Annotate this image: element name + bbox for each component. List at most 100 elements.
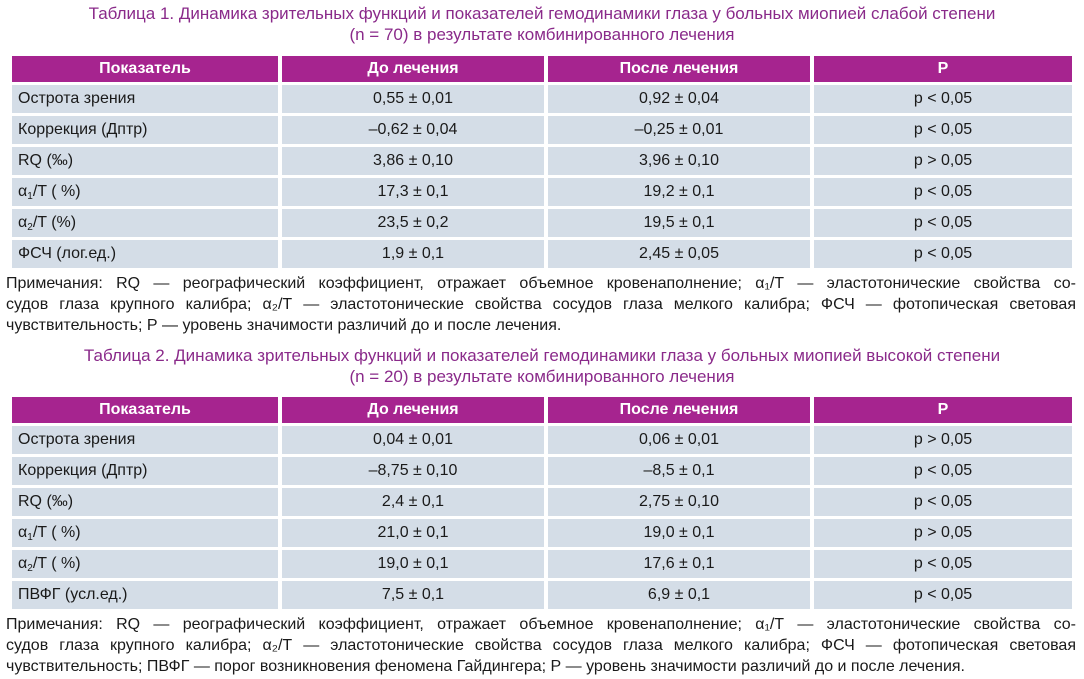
indicator-label: α	[18, 183, 28, 200]
table1-note-line3: чувствительность; Р — уровень значимости…	[6, 317, 562, 334]
table1-body: Острота зрения 0,55 ± 0,01 0,92 ± 0,04 p < …	[12, 85, 1072, 268]
indicator-label-suffix: /T ( %)	[32, 524, 81, 541]
indicator-label: α	[18, 214, 28, 231]
indicator-cell: α 1/T ( %)	[12, 519, 278, 547]
table-row: α 1/T ( %) 17,3 ± 0,1 19,2 ± 0,1 p < 0,05	[12, 178, 1072, 206]
indicator-cell: ПВФГ (усл.ед.)	[12, 581, 278, 609]
indicator-subscript: 1	[27, 190, 33, 202]
table-row: ФСЧ (лог.ед.) 1,9 ± 0,1 2,45 ± 0,05 p < 0,0…	[12, 240, 1072, 268]
p-value: p > 0,05	[814, 426, 1072, 454]
indicator-cell: RQ (‰)	[12, 147, 278, 175]
table1-header-p: P	[814, 56, 1072, 82]
indicator-label-suffix: /T (%)	[32, 214, 77, 231]
before-treatment-value: 0,55 ± 0,01	[282, 85, 544, 113]
before-treatment-value: 19,0 ± 0,1	[282, 550, 544, 578]
indicator-label: α	[18, 555, 28, 572]
indicator-cell: Острота зрения	[12, 85, 278, 113]
indicator-label: Острота зрения	[18, 431, 136, 448]
table1-notes: Примечания: RQ — реографический коэффици…	[6, 273, 1076, 336]
before-treatment-value: 23,5 ± 0,2	[282, 209, 544, 237]
p-value: p < 0,05	[814, 550, 1072, 578]
indicator-label: RQ (‰)	[18, 493, 74, 510]
table2-caption-line2: (n = 20) в результате комбинированного л…	[349, 367, 735, 386]
indicator-label: ФСЧ (лог.ед.)	[18, 245, 117, 262]
after-treatment-value: 2,45 ± 0,05	[548, 240, 810, 268]
table-row: α 2/T ( %) 19,0 ± 0,1 17,6 ± 0,1 p < 0,05	[12, 550, 1072, 578]
p-value: p < 0,05	[814, 488, 1072, 516]
table2-header-indicator: Показатель	[12, 397, 278, 423]
p-value: p < 0,05	[814, 85, 1072, 113]
after-treatment-value: 19,0 ± 0,1	[548, 519, 810, 547]
table-row: Коррекция (Дптр) –0,62 ± 0,04 –0,25 ± 0,01…	[12, 116, 1072, 144]
indicator-label: Коррекция (Дптр)	[18, 462, 148, 479]
table2-body: Острота зрения 0,04 ± 0,01 0,06 ± 0,01 p > …	[12, 426, 1072, 609]
before-treatment-value: 0,04 ± 0,01	[282, 426, 544, 454]
indicator-label-suffix: /T ( %)	[32, 555, 81, 572]
before-treatment-value: 17,3 ± 0,1	[282, 178, 544, 206]
p-value: p < 0,05	[814, 178, 1072, 206]
p-value: p < 0,05	[814, 209, 1072, 237]
before-treatment-value: –8,75 ± 0,10	[282, 457, 544, 485]
table2-header-row: Показатель До лечения После лечения P	[12, 397, 1072, 423]
p-value: p < 0,05	[814, 581, 1072, 609]
after-treatment-value: 19,2 ± 0,1	[548, 178, 810, 206]
indicator-label: ПВФГ (усл.ед.)	[18, 586, 128, 603]
table2-header-after: После лечения	[548, 397, 810, 423]
table-row: RQ (‰) 3,86 ± 0,10 3,96 ± 0,10 p > 0,05	[12, 147, 1072, 175]
table1-header-row: Показатель До лечения После лечения P	[12, 56, 1072, 82]
table-row: ПВФГ (усл.ед.) 7,5 ± 0,1 6,9 ± 0,1 p < 0,05	[12, 581, 1072, 609]
table-row: Коррекция (Дптр) –8,75 ± 0,10 –8,5 ± 0,1 p …	[12, 457, 1072, 485]
indicator-cell: ФСЧ (лог.ед.)	[12, 240, 278, 268]
indicator-label: RQ (‰)	[18, 152, 74, 169]
p-value: p < 0,05	[814, 116, 1072, 144]
indicator-cell: RQ (‰)	[12, 488, 278, 516]
table-row: α 2/T (%) 23,5 ± 0,2 19,5 ± 0,1 p < 0,05	[12, 209, 1072, 237]
table1-note-line2: судов глаза крупного калибра; α₂/Т — эла…	[6, 296, 1076, 313]
indicator-subscript: 1	[27, 531, 33, 543]
table1-note-line1: Примечания: RQ — реографический коэффици…	[6, 275, 1076, 292]
after-treatment-value: 0,06 ± 0,01	[548, 426, 810, 454]
table2-caption: Таблица 2. Динамика зрительных функций и…	[6, 345, 1078, 387]
indicator-cell: Острота зрения	[12, 426, 278, 454]
before-treatment-value: 1,9 ± 0,1	[282, 240, 544, 268]
before-treatment-value: –0,62 ± 0,04	[282, 116, 544, 144]
indicator-label: Коррекция (Дптр)	[18, 121, 148, 138]
indicator-subscript: 2	[27, 221, 33, 233]
table-row: Острота зрения 0,55 ± 0,01 0,92 ± 0,04 p < …	[12, 85, 1072, 113]
table2-caption-line1: Таблица 2. Динамика зрительных функций и…	[83, 346, 1001, 365]
after-treatment-value: 3,96 ± 0,10	[548, 147, 810, 175]
indicator-label: α	[18, 524, 28, 541]
p-value: p < 0,05	[814, 457, 1072, 485]
table1-header-after: После лечения	[548, 56, 810, 82]
table1-header-before: До лечения	[282, 56, 544, 82]
table2: Показатель До лечения После лечения P Ос…	[12, 397, 1072, 612]
table1-header-indicator: Показатель	[12, 56, 278, 82]
table1-caption: Таблица 1. Динамика зрительных функций и…	[6, 3, 1078, 45]
table2-header-before: До лечения	[282, 397, 544, 423]
after-treatment-value: 0,92 ± 0,04	[548, 85, 810, 113]
table1-caption-line1: Таблица 1. Динамика зрительных функций и…	[88, 4, 996, 23]
before-treatment-value: 3,86 ± 0,10	[282, 147, 544, 175]
indicator-cell: Коррекция (Дптр)	[12, 457, 278, 485]
table-row: Острота зрения 0,04 ± 0,01 0,06 ± 0,01 p > …	[12, 426, 1072, 454]
indicator-cell: Коррекция (Дптр)	[12, 116, 278, 144]
after-treatment-value: 2,75 ± 0,10	[548, 488, 810, 516]
table2-header-p: P	[814, 397, 1072, 423]
after-treatment-value: –0,25 ± 0,01	[548, 116, 810, 144]
indicator-label-suffix: /T ( %)	[32, 183, 81, 200]
table-row: RQ (‰) 2,4 ± 0,1 2,75 ± 0,10 p < 0,05	[12, 488, 1072, 516]
after-treatment-value: –8,5 ± 0,1	[548, 457, 810, 485]
table2-note-line3: чувствительность; ПВФГ — порог возникнов…	[6, 658, 965, 675]
before-treatment-value: 21,0 ± 0,1	[282, 519, 544, 547]
indicator-cell: α 2/T (%)	[12, 209, 278, 237]
p-value: p < 0,05	[814, 240, 1072, 268]
after-treatment-value: 17,6 ± 0,1	[548, 550, 810, 578]
indicator-subscript: 2	[27, 562, 33, 574]
indicator-cell: α 1/T ( %)	[12, 178, 278, 206]
p-value: p > 0,05	[814, 519, 1072, 547]
table2-notes: Примечания: RQ — реографический коэффици…	[6, 614, 1076, 677]
before-treatment-value: 2,4 ± 0,1	[282, 488, 544, 516]
p-value: p > 0,05	[814, 147, 1072, 175]
after-treatment-value: 19,5 ± 0,1	[548, 209, 810, 237]
indicator-label: Острота зрения	[18, 90, 136, 107]
